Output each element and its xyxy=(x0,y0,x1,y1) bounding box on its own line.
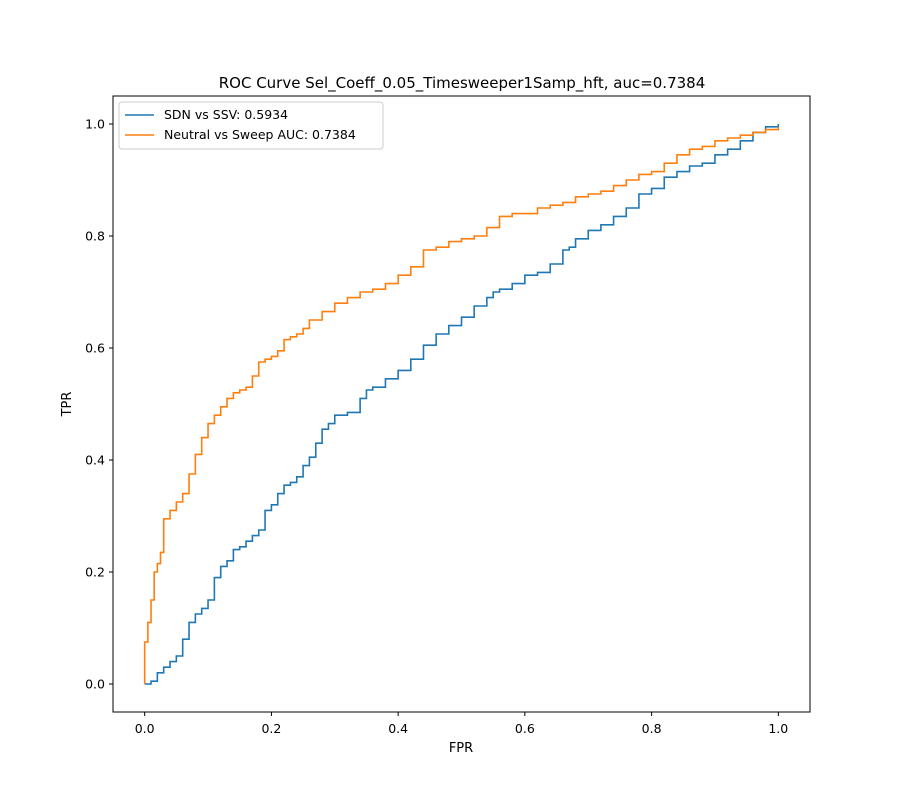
x-tick-label: 0.6 xyxy=(515,721,535,736)
legend: SDN vs SSV: 0.5934 Neutral vs Sweep AUC:… xyxy=(118,101,384,150)
y-tick-label: 0.8 xyxy=(85,229,105,244)
chart-title: ROC Curve Sel_Coeff_0.05_Timesweeper1Sam… xyxy=(219,74,706,93)
x-tick-label: 0.2 xyxy=(261,721,281,736)
y-tick-label: 0.4 xyxy=(85,453,105,468)
x-tick-label: 0.4 xyxy=(388,721,408,736)
x-tick-label: 0.0 xyxy=(135,721,155,736)
legend-box xyxy=(118,101,384,150)
y-tick-label: 0.2 xyxy=(85,565,105,580)
series-layer xyxy=(143,124,780,685)
x-axis-ticks: 0.0 0.2 0.4 0.6 0.8 1.0 xyxy=(135,712,788,736)
y-axis-ticks: 0.0 0.2 0.4 0.6 0.8 1.0 xyxy=(85,117,113,692)
y-tick-label: 0.6 xyxy=(85,341,105,356)
legend-label-sdn: SDN vs SSV: 0.5934 xyxy=(164,107,288,122)
x-tick-label: 1.0 xyxy=(768,721,788,736)
series-line-1 xyxy=(143,126,780,684)
y-tick-label: 1.0 xyxy=(85,117,105,132)
x-axis-label: FPR xyxy=(449,741,473,756)
x-tick-label: 0.8 xyxy=(642,721,662,736)
series-line-0 xyxy=(144,124,780,685)
legend-label-neutral: Neutral vs Sweep AUC: 0.7384 xyxy=(164,127,356,142)
y-tick-label: 0.0 xyxy=(85,677,105,692)
plot-frame xyxy=(112,95,811,713)
y-axis-label: TPR xyxy=(60,392,75,418)
